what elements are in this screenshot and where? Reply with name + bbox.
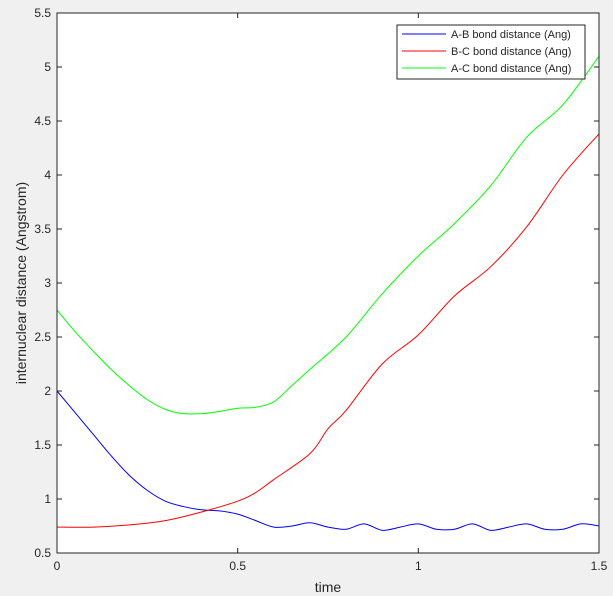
legend-label-3: A-C bond distance (Ang) (451, 63, 571, 75)
y-tick-label: 0.5 (34, 546, 51, 560)
ticks-layer (56, 12, 600, 554)
series-line-2 (56, 133, 600, 528)
legend-label-1: A-B bond distance (Ang) (451, 29, 571, 41)
y-tick-label: 5.5 (34, 6, 51, 20)
y-tick-label: 4 (44, 168, 51, 182)
legend-label-2: B-C bond distance (Ang) (451, 46, 571, 58)
x-tick-label: 1.5 (591, 559, 608, 573)
y-tick-label: 4.5 (34, 114, 51, 128)
legend: A-B bond distance (Ang) B-C bond distance… (396, 24, 586, 80)
y-tick-label: 1 (44, 492, 51, 506)
y-tick-label: 5 (44, 60, 51, 74)
plot-area (57, 13, 599, 553)
x-tick-label: 0.5 (229, 559, 246, 573)
x-tick-label: 0 (54, 559, 61, 573)
y-axis-label: internuclear distance (Angstrom) (13, 182, 29, 384)
x-axis-label: time (315, 579, 342, 595)
tick-labels: 0 0.5 1 1.50.511.522.533.544.555.5 (34, 6, 607, 573)
series-line-1 (56, 390, 600, 531)
series-layer (56, 55, 600, 531)
y-tick-label: 2 (44, 384, 51, 398)
y-tick-label: 2.5 (34, 330, 51, 344)
x-tick-label: 1 (415, 559, 422, 573)
y-tick-label: 3.5 (34, 222, 51, 236)
series-line-3 (56, 55, 600, 415)
y-tick-label: 1.5 (34, 438, 51, 452)
y-tick-label: 3 (44, 276, 51, 290)
